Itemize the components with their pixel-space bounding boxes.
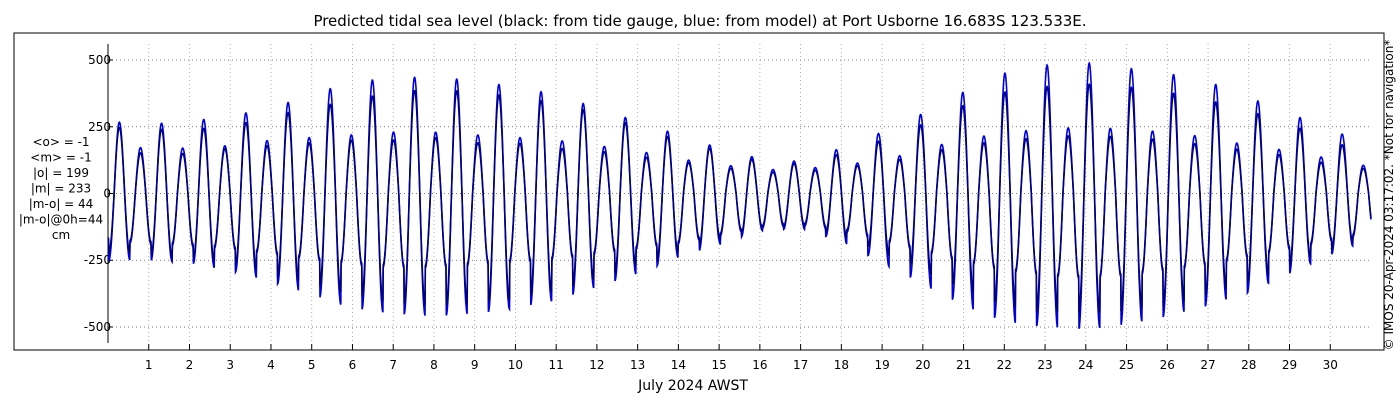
outer-frame: [13, 32, 1385, 351]
x-tick-label: 12: [589, 358, 604, 372]
x-tick-label: 17: [793, 358, 808, 372]
x-tick-label: 4: [267, 358, 275, 372]
y-tick-label: 0: [103, 187, 111, 201]
x-tick-label: 9: [471, 358, 479, 372]
x-tick-label: 26: [1160, 358, 1175, 372]
x-tick-label: 3: [226, 358, 234, 372]
stats-line: |m| = 233: [31, 182, 91, 196]
x-tick-label: 11: [549, 358, 564, 372]
series-line-tide-gauge: [107, 83, 1372, 314]
stats-line: <o> = -1: [32, 135, 89, 149]
x-tick-label: 5: [308, 358, 316, 372]
x-tick-label: 22: [997, 358, 1012, 372]
x-tick-label: 25: [1119, 358, 1134, 372]
y-tick-label: -500: [84, 320, 111, 334]
x-tick-label: 24: [1078, 358, 1093, 372]
stats-box: <o> = -1 <m> = -1|o| = 199 |m| = 233|m-o| …: [19, 135, 103, 242]
x-tick-label: 1: [145, 358, 153, 372]
x-axis-ticks: 1 2 3 4 5 6 7 8 9 10 11 12 13 14 15 16 17 18 19 20 21 22 23 24 2…: [145, 344, 1338, 372]
y-axis-ticks: 500 250 0 -250 -500: [84, 44, 113, 343]
chart-title: Predicted tidal sea level (black: from t…: [313, 12, 1086, 30]
x-tick-label: 18: [834, 358, 849, 372]
x-tick-label: 28: [1241, 358, 1256, 372]
x-tick-label: 6: [349, 358, 357, 372]
x-tick-label: 21: [956, 358, 971, 372]
stats-line: |m-o|@0h=44: [19, 213, 103, 227]
stats-line: |o| = 199: [33, 166, 89, 180]
stats-line: |m-o| = 44: [29, 197, 94, 211]
x-tick-label: 29: [1282, 358, 1297, 372]
x-tick-label: 19: [874, 358, 889, 372]
x-tick-label: 16: [752, 358, 767, 372]
x-tick-label: 23: [1037, 358, 1052, 372]
x-tick-label: 8: [430, 358, 438, 372]
x-tick-label: 15: [711, 358, 726, 372]
series-group: [107, 61, 1372, 329]
credit-text: © IMOS 20-Apr-2024 03:17:02. *Not for na…: [1382, 40, 1396, 351]
x-tick-label: 30: [1323, 358, 1338, 372]
x-tick-label: 27: [1200, 358, 1215, 372]
x-tick-label: 10: [508, 358, 523, 372]
y-tick-label: -250: [84, 253, 111, 267]
x-tick-label: 7: [389, 358, 397, 372]
y-tick-label: 250: [88, 120, 111, 134]
x-axis-label: July 2024 AWST: [637, 378, 748, 394]
stats-line: <m> = -1: [30, 151, 91, 165]
y-tick-label: 500: [88, 53, 111, 67]
x-tick-label: 2: [186, 358, 194, 372]
x-tick-label: 20: [915, 358, 930, 372]
x-tick-label: 13: [630, 358, 645, 372]
stats-line: cm: [52, 228, 70, 242]
x-tick-label: 14: [671, 358, 686, 372]
